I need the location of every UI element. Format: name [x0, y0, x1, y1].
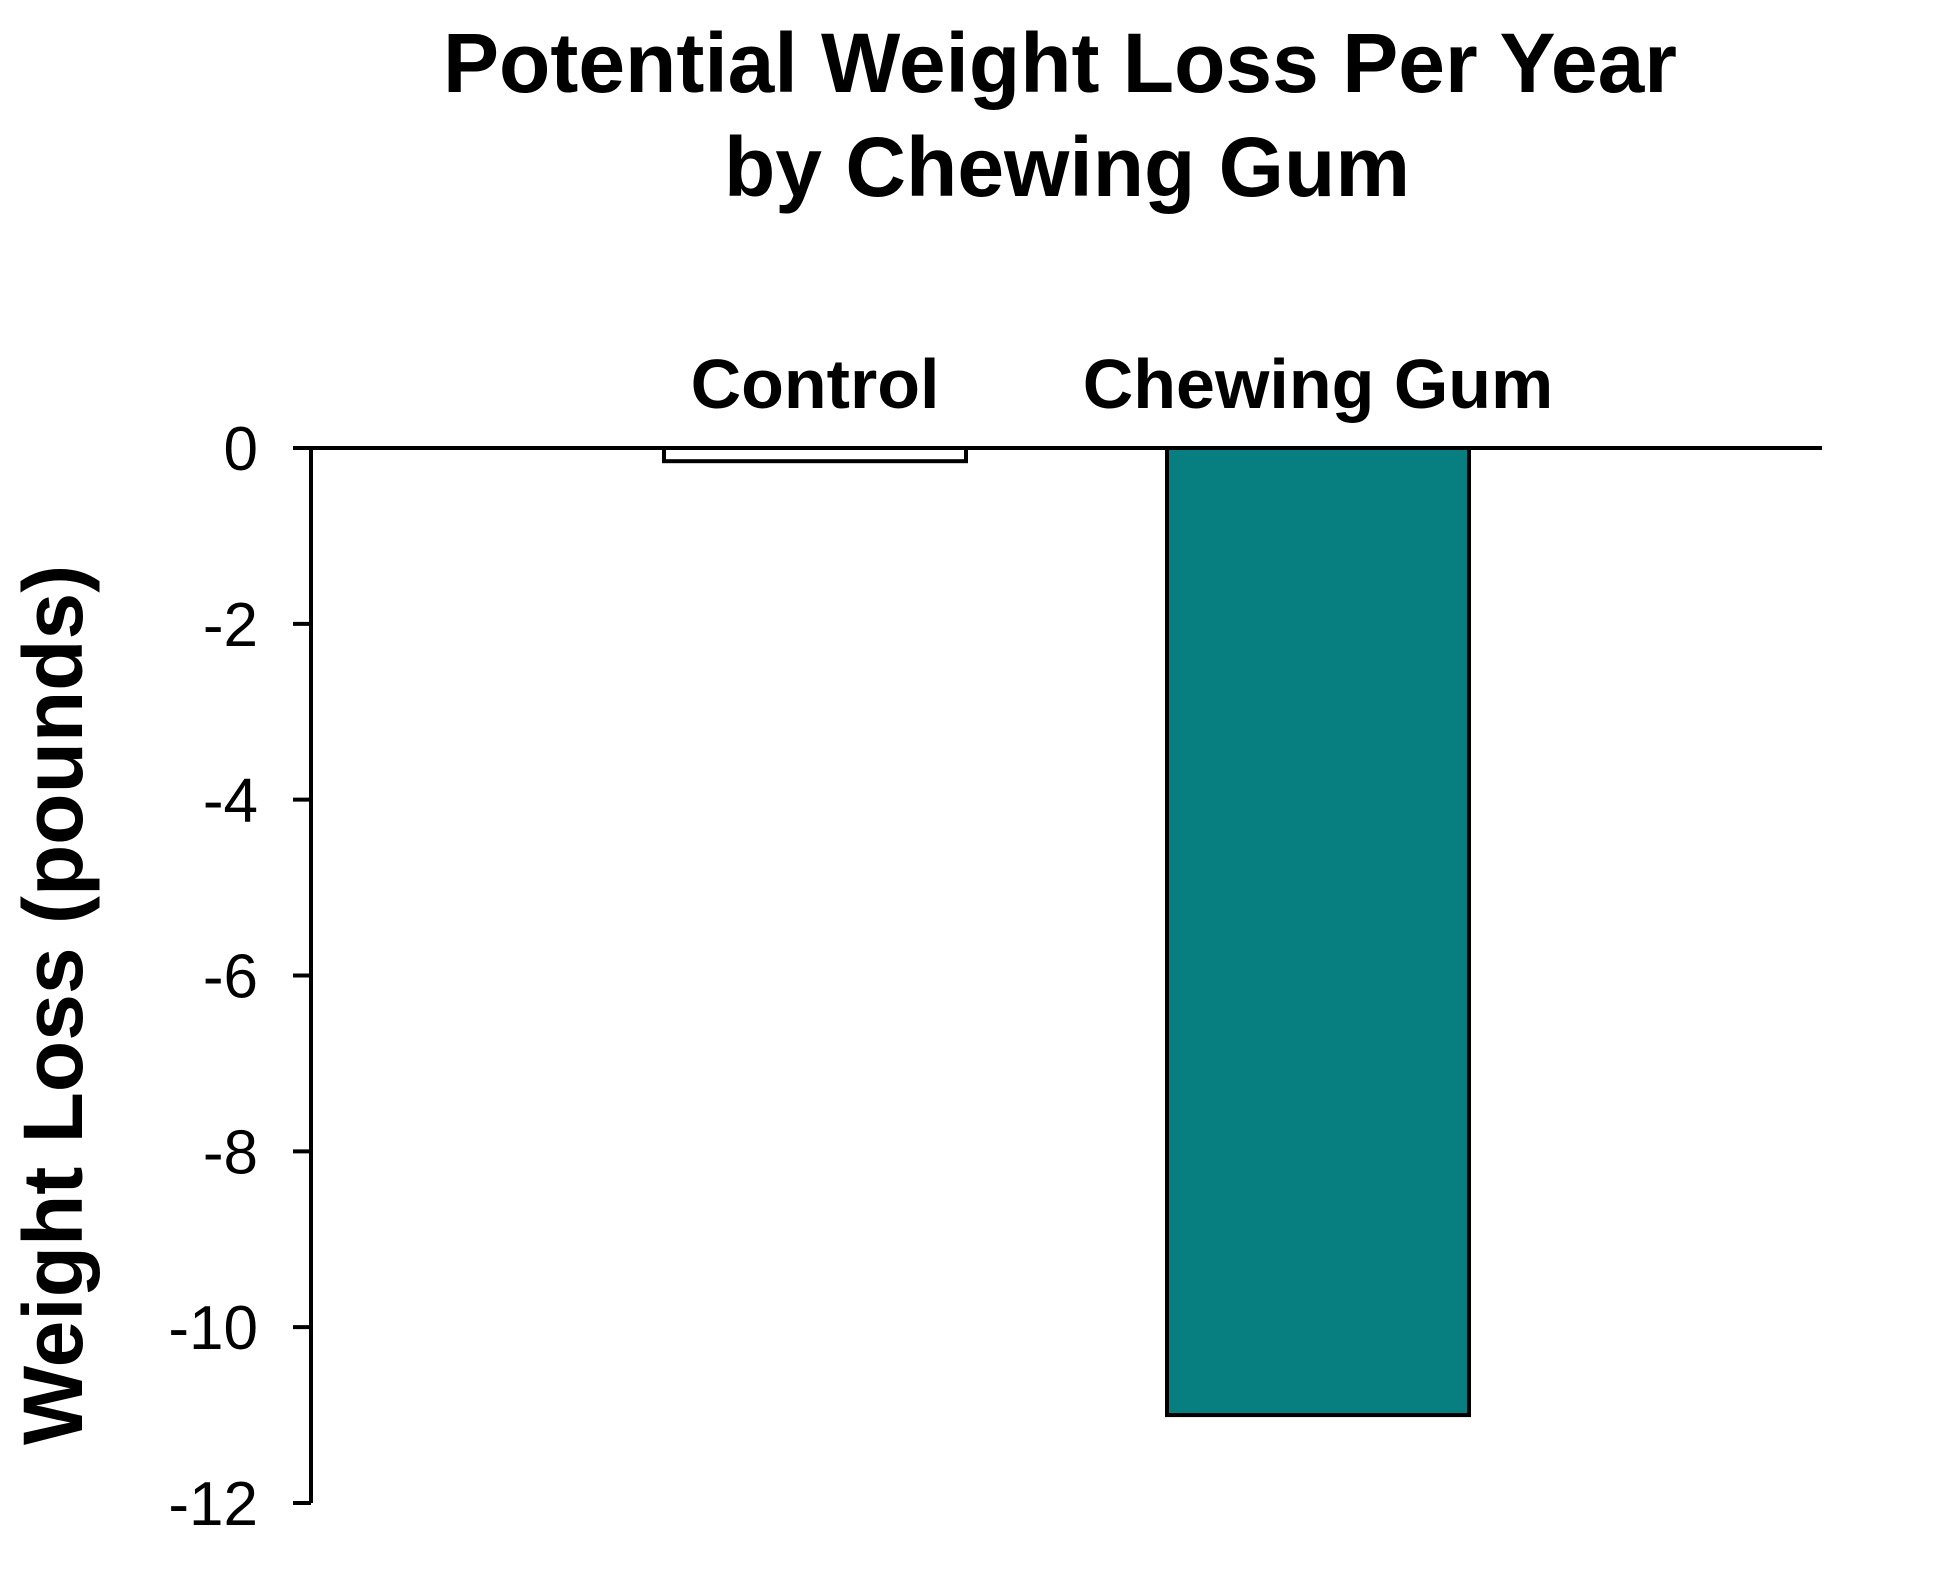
y-axis-title: Weight Loss (pounds) — [6, 565, 100, 1445]
chart-title: Potential Weight Loss Per Year by Chewin… — [443, 16, 1677, 214]
y-ticks: 0 -2 -4 -6 -8 -10 -12 — [168, 415, 311, 1539]
category-label: Chewing Gum — [1083, 345, 1554, 423]
bars-layer — [662, 446, 1471, 1418]
y-tick-label: -4 — [203, 767, 258, 836]
y-tick-label: -12 — [168, 1470, 258, 1539]
y-tick-label: 0 — [224, 415, 258, 484]
y-tick-label: -8 — [203, 1118, 258, 1187]
y-tick-label: -6 — [203, 943, 258, 1012]
category-label: Control — [691, 345, 940, 423]
y-tick-label: -2 — [203, 591, 258, 660]
bar-chewing-gum — [1165, 446, 1471, 1418]
chart-title-line-1: Potential Weight Loss Per Year — [443, 16, 1677, 110]
axes-layer — [293, 446, 1822, 1503]
y-tick-label: -10 — [168, 1294, 258, 1363]
chart-title-line-2: by Chewing Gum — [724, 120, 1410, 214]
category-labels: Control Chewing Gum — [691, 345, 1554, 423]
